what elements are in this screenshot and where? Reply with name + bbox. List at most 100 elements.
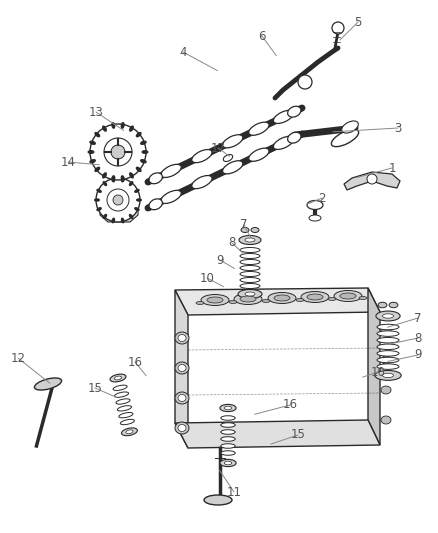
- Ellipse shape: [136, 167, 141, 172]
- Text: 6: 6: [258, 29, 266, 43]
- Ellipse shape: [377, 331, 399, 336]
- Polygon shape: [368, 288, 380, 445]
- Ellipse shape: [178, 365, 186, 372]
- Ellipse shape: [116, 399, 130, 404]
- Ellipse shape: [161, 190, 181, 204]
- Ellipse shape: [220, 459, 236, 466]
- Ellipse shape: [359, 296, 367, 300]
- Text: 8: 8: [228, 237, 236, 249]
- Ellipse shape: [221, 423, 235, 427]
- Ellipse shape: [240, 271, 260, 277]
- Ellipse shape: [240, 254, 260, 259]
- Ellipse shape: [119, 413, 133, 418]
- Text: 8: 8: [414, 332, 422, 344]
- Ellipse shape: [234, 294, 262, 304]
- Polygon shape: [175, 290, 188, 448]
- Ellipse shape: [245, 292, 255, 296]
- Ellipse shape: [377, 357, 399, 363]
- Text: 16: 16: [283, 399, 297, 411]
- Ellipse shape: [89, 159, 96, 164]
- Ellipse shape: [140, 141, 147, 145]
- Ellipse shape: [328, 297, 336, 301]
- Circle shape: [298, 75, 312, 89]
- Ellipse shape: [220, 405, 236, 411]
- Ellipse shape: [94, 167, 100, 172]
- Ellipse shape: [102, 214, 107, 219]
- Ellipse shape: [102, 125, 107, 132]
- Text: 1: 1: [388, 161, 396, 174]
- Ellipse shape: [288, 132, 301, 143]
- Ellipse shape: [377, 351, 399, 356]
- Text: 15: 15: [88, 382, 102, 394]
- Ellipse shape: [35, 378, 62, 390]
- Ellipse shape: [273, 110, 293, 124]
- Ellipse shape: [223, 135, 243, 148]
- Ellipse shape: [178, 335, 186, 342]
- Ellipse shape: [112, 176, 115, 182]
- Ellipse shape: [120, 419, 134, 425]
- Ellipse shape: [192, 150, 212, 163]
- Ellipse shape: [240, 247, 260, 253]
- Ellipse shape: [196, 302, 204, 304]
- Ellipse shape: [382, 314, 393, 318]
- Polygon shape: [100, 188, 138, 222]
- Circle shape: [90, 124, 146, 180]
- Ellipse shape: [117, 406, 131, 411]
- Circle shape: [96, 178, 140, 222]
- Ellipse shape: [120, 175, 125, 182]
- Ellipse shape: [375, 370, 401, 381]
- Ellipse shape: [377, 364, 399, 369]
- Ellipse shape: [377, 337, 399, 343]
- Ellipse shape: [249, 148, 269, 161]
- Text: 15: 15: [290, 429, 305, 441]
- Text: 7: 7: [240, 219, 248, 231]
- Ellipse shape: [102, 172, 107, 179]
- Ellipse shape: [178, 394, 186, 401]
- Ellipse shape: [111, 175, 115, 182]
- Ellipse shape: [307, 200, 323, 209]
- Ellipse shape: [240, 278, 260, 282]
- Ellipse shape: [175, 422, 189, 434]
- Ellipse shape: [129, 214, 134, 219]
- Text: 12: 12: [11, 351, 25, 365]
- Ellipse shape: [245, 238, 255, 242]
- Ellipse shape: [296, 298, 304, 302]
- Ellipse shape: [224, 461, 232, 465]
- Ellipse shape: [120, 122, 125, 129]
- Circle shape: [367, 174, 377, 184]
- Ellipse shape: [175, 362, 189, 374]
- Ellipse shape: [301, 292, 329, 303]
- Ellipse shape: [140, 159, 147, 164]
- Ellipse shape: [376, 311, 400, 321]
- Text: 13: 13: [88, 106, 103, 118]
- Ellipse shape: [268, 293, 296, 303]
- Ellipse shape: [381, 416, 391, 424]
- Text: 14: 14: [60, 156, 75, 168]
- Ellipse shape: [110, 374, 126, 382]
- Ellipse shape: [382, 373, 393, 377]
- Ellipse shape: [240, 265, 260, 271]
- Polygon shape: [175, 420, 380, 448]
- Ellipse shape: [102, 181, 107, 186]
- Ellipse shape: [378, 302, 387, 308]
- Circle shape: [113, 195, 123, 205]
- Ellipse shape: [240, 260, 260, 264]
- Ellipse shape: [94, 132, 100, 138]
- Ellipse shape: [192, 175, 212, 189]
- Text: 17: 17: [211, 141, 226, 155]
- Circle shape: [111, 145, 125, 159]
- Ellipse shape: [241, 228, 249, 232]
- Ellipse shape: [129, 172, 134, 179]
- Ellipse shape: [136, 132, 141, 138]
- Ellipse shape: [113, 385, 127, 391]
- Ellipse shape: [223, 155, 233, 161]
- Ellipse shape: [221, 430, 235, 434]
- Ellipse shape: [175, 332, 189, 344]
- Text: 4: 4: [179, 45, 187, 59]
- Text: 7: 7: [414, 311, 422, 325]
- Text: 2: 2: [318, 191, 326, 205]
- Ellipse shape: [249, 122, 269, 135]
- Ellipse shape: [340, 293, 356, 299]
- Ellipse shape: [207, 297, 223, 303]
- Ellipse shape: [229, 301, 237, 303]
